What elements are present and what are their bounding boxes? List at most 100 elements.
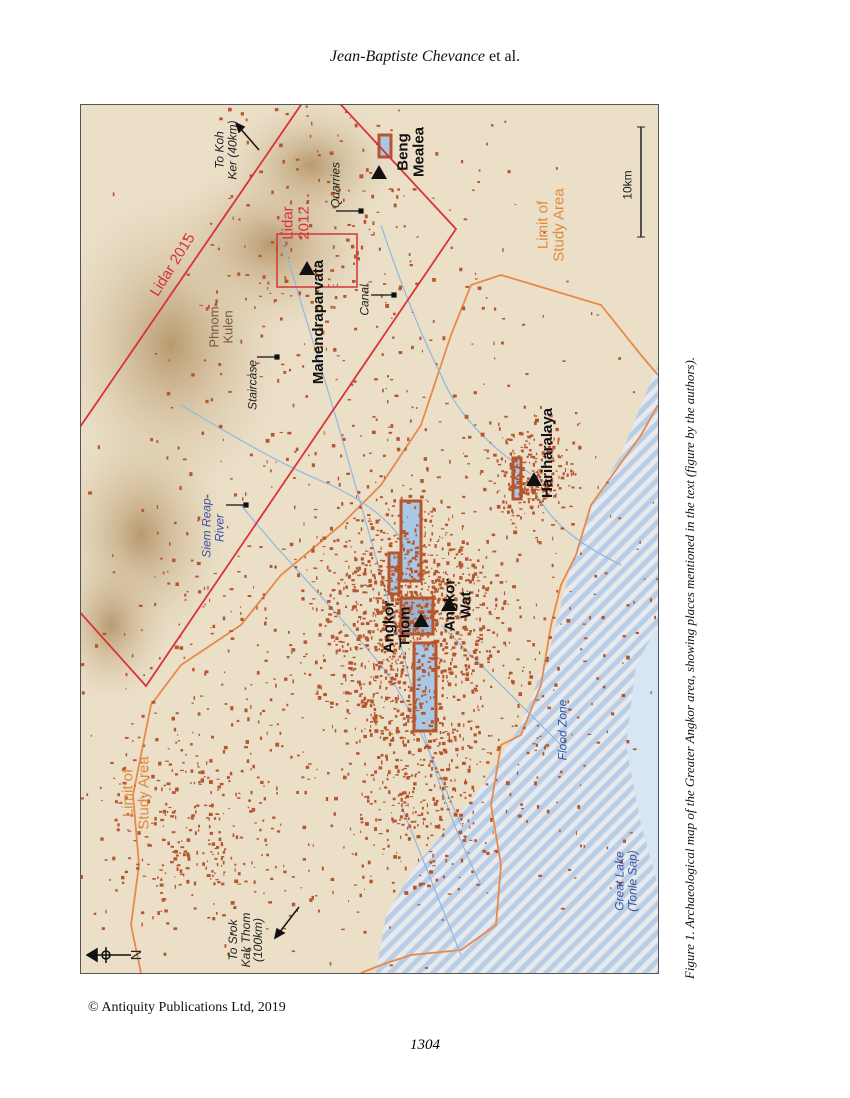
site-mark — [437, 771, 439, 773]
site-mark — [524, 446, 529, 449]
site-mark — [360, 618, 362, 620]
site-mark — [124, 736, 129, 739]
site-mark — [513, 530, 518, 535]
site-mark — [354, 689, 359, 693]
site-mark — [549, 451, 553, 454]
site-mark — [160, 818, 165, 822]
site-mark — [411, 601, 413, 605]
site-mark — [301, 597, 305, 601]
site-mark — [360, 830, 362, 834]
site-mark — [516, 514, 520, 517]
site-mark — [270, 827, 274, 830]
site-mark — [579, 784, 582, 787]
site-mark — [382, 283, 387, 285]
site-mark — [251, 807, 256, 812]
site-mark — [338, 631, 341, 635]
site-mark — [400, 496, 403, 501]
site-mark — [280, 253, 283, 256]
site-mark — [555, 552, 557, 555]
site-mark — [480, 432, 485, 437]
site-mark — [562, 360, 566, 362]
site-mark — [552, 616, 556, 619]
site-mark — [329, 151, 334, 155]
site-mark — [421, 712, 424, 715]
site-mark — [192, 667, 195, 672]
site-mark — [382, 801, 386, 803]
site-mark — [311, 895, 315, 900]
site-mark — [163, 784, 166, 787]
site-mark — [546, 496, 549, 498]
site-mark — [398, 612, 403, 615]
site-mark — [459, 634, 463, 636]
site-mark — [258, 254, 262, 258]
site-mark — [488, 650, 491, 653]
site-mark — [392, 655, 396, 658]
site-mark — [127, 857, 131, 860]
site-mark — [369, 452, 372, 454]
site-mark — [639, 540, 641, 544]
site-mark — [553, 494, 557, 498]
site-mark — [141, 714, 145, 718]
site-mark — [421, 694, 424, 698]
site-mark — [512, 511, 514, 515]
site-mark — [565, 461, 568, 466]
site-mark — [464, 602, 466, 605]
site-mark — [253, 880, 256, 884]
site-mark — [152, 916, 154, 920]
site-mark — [444, 571, 447, 575]
site-mark — [493, 357, 496, 360]
site-mark — [512, 435, 515, 438]
site-mark — [330, 191, 335, 196]
site-mark — [182, 458, 187, 461]
site-mark — [302, 825, 307, 830]
site-mark — [264, 838, 267, 842]
site-mark — [143, 674, 145, 676]
site-mark — [487, 586, 490, 590]
site-mark — [360, 557, 364, 561]
site-mark — [514, 469, 516, 473]
site-mark — [393, 535, 395, 537]
site-mark — [200, 695, 204, 697]
site-mark — [362, 635, 365, 638]
site-mark — [249, 752, 252, 755]
site-mark — [610, 887, 612, 890]
site-mark — [375, 663, 379, 667]
site-mark — [405, 584, 407, 587]
site-mark — [407, 750, 412, 755]
site-mark — [468, 794, 472, 797]
site-mark — [389, 378, 394, 381]
site-mark — [290, 247, 293, 252]
label-limit-study-area-bottom: Limit of Study Area — [119, 756, 152, 830]
site-mark — [416, 666, 420, 670]
site-mark — [349, 647, 352, 651]
site-mark — [481, 704, 484, 708]
site-mark — [151, 700, 156, 704]
site-mark — [416, 631, 420, 635]
site-mark — [455, 606, 458, 611]
site-mark — [329, 962, 332, 966]
site-mark — [409, 419, 412, 423]
site-mark — [353, 833, 355, 836]
site-mark — [503, 600, 507, 604]
site-mark — [470, 682, 474, 684]
site-mark — [392, 622, 397, 625]
site-mark — [331, 588, 335, 592]
site-mark — [333, 597, 335, 600]
site-mark — [421, 595, 423, 597]
site-mark — [414, 556, 416, 560]
site-mark — [515, 497, 520, 499]
site-mark — [203, 586, 206, 591]
site-mark — [323, 658, 326, 663]
site-mark — [394, 568, 398, 573]
site-mark — [410, 730, 414, 734]
site-mark — [385, 604, 389, 608]
site-mark — [149, 844, 153, 847]
label-phnom-kulen: Phnom Kulen — [206, 306, 235, 348]
site-mark — [425, 499, 428, 501]
site-mark — [494, 849, 496, 852]
site-mark — [469, 839, 473, 841]
site-mark — [315, 607, 318, 612]
site-mark — [288, 257, 290, 259]
site-mark — [505, 442, 509, 445]
site-mark — [425, 825, 429, 828]
